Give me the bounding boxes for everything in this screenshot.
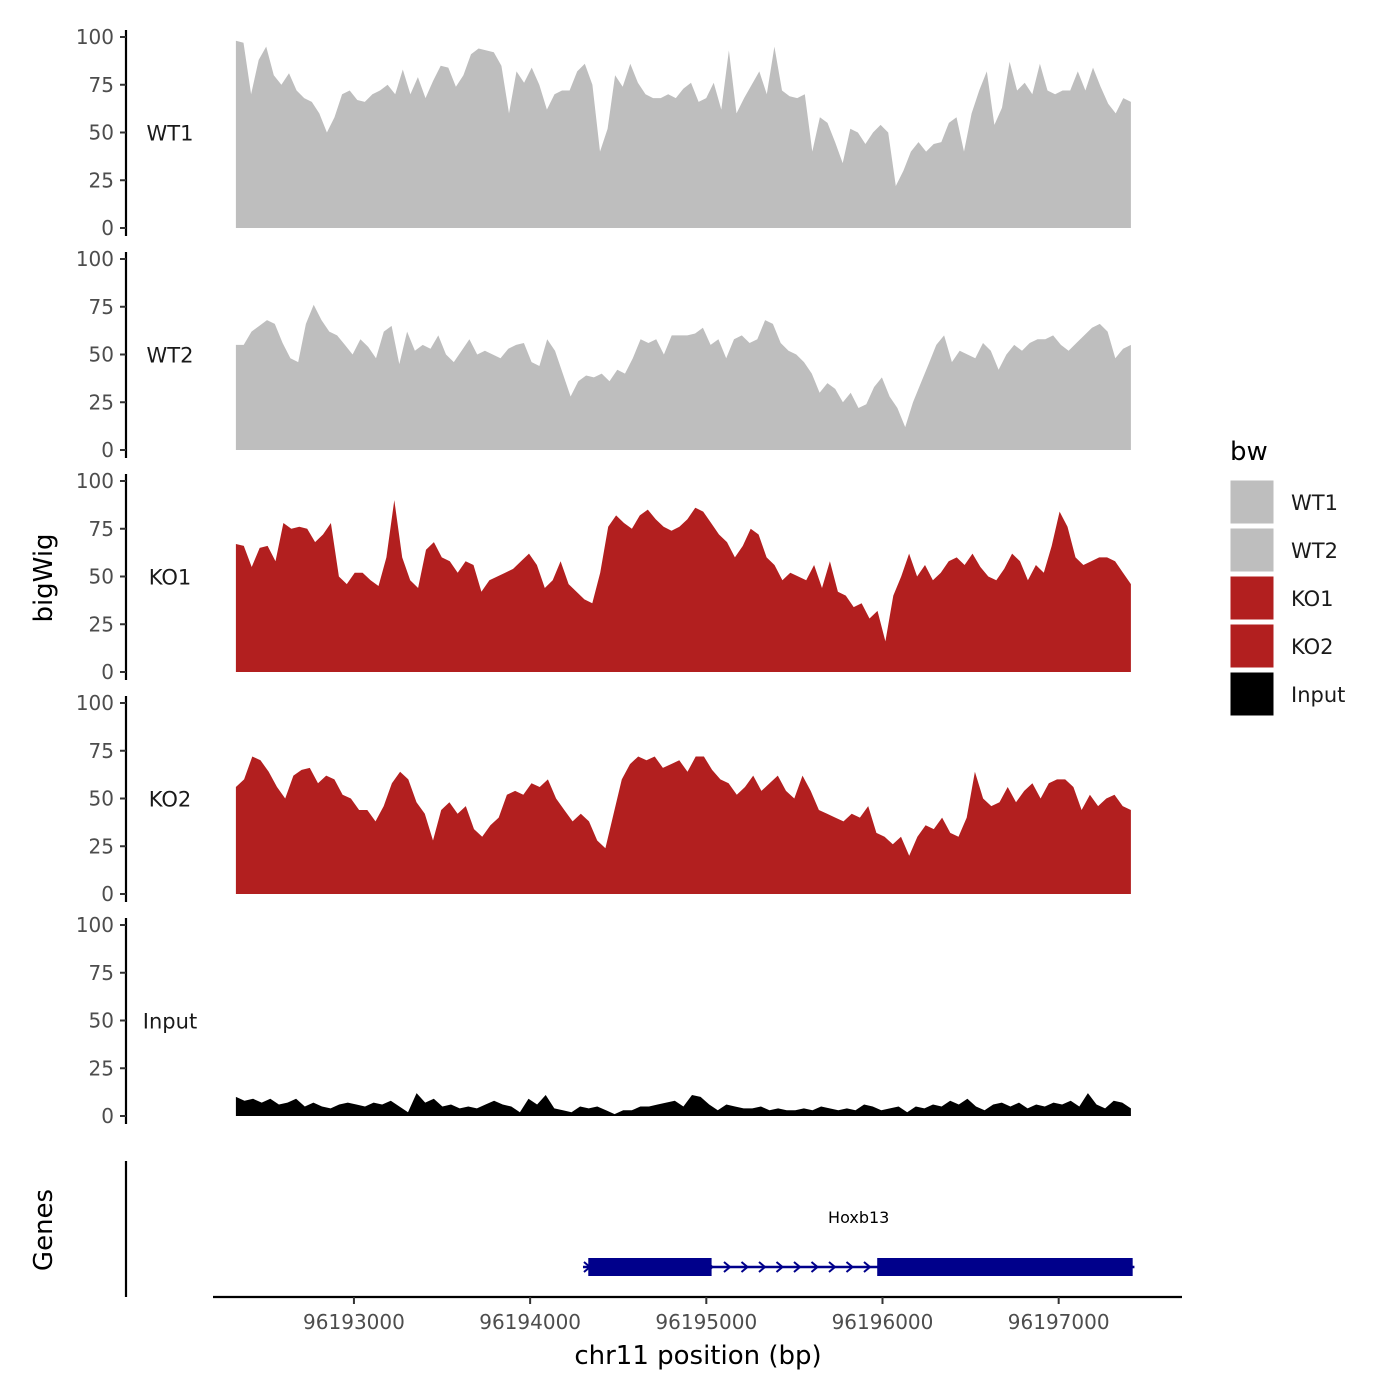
genes-panel: Hoxb13 <box>124 1161 1135 1297</box>
track-label: WT2 <box>147 344 194 368</box>
y-tick-label: 100 <box>76 469 114 493</box>
x-axis: 96193000 96194000 96195000 96196000 96197000 <box>213 1295 1182 1334</box>
y-tick-label: 100 <box>76 25 114 49</box>
y-tick-label: 100 <box>76 913 114 937</box>
strand-arrow <box>758 1261 767 1273</box>
gene-name-label: Hoxb13 <box>828 1208 889 1227</box>
gene-exon <box>588 1258 712 1276</box>
track-label: Input <box>143 1010 197 1034</box>
y-tick-label: 25 <box>89 1056 114 1080</box>
area-wt2 <box>235 304 1131 450</box>
y-tick-label: 0 <box>101 438 114 462</box>
legend-label-wt2: WT2 <box>1291 539 1338 563</box>
legend-label-input: Input <box>1291 683 1345 707</box>
y-tick-label: 0 <box>101 660 114 684</box>
gene-exon <box>877 1258 1133 1276</box>
strand-arrow <box>845 1261 855 1273</box>
track-input: 0 25 50 75 100 Input <box>76 913 1131 1128</box>
y-tick-label: 50 <box>89 343 114 367</box>
x-tick-label: 96197000 <box>1008 1310 1110 1334</box>
x-tick-label: 96193000 <box>303 1310 405 1334</box>
y-tick-label: 75 <box>89 73 114 97</box>
strand-arrow <box>863 1261 872 1273</box>
y-tick-label: 100 <box>76 691 114 715</box>
tracks-group: 0255075100WT10255075100WT20255075100KO10… <box>76 25 1131 1128</box>
y-axis-title: bigWig <box>29 533 59 622</box>
y-tick-label: 0 <box>101 216 114 240</box>
y-tick-label: 100 <box>76 247 114 271</box>
track-wt1: 0 25 50 75 100 WT1 <box>76 25 1131 240</box>
area-wt1 <box>235 40 1131 228</box>
area-input <box>235 1093 1131 1116</box>
legend-title: bw <box>1230 437 1268 467</box>
legend-swatch-ko1 <box>1229 575 1275 621</box>
legend-swatch-input <box>1229 671 1275 717</box>
strand-arrow <box>793 1261 802 1273</box>
y-tick-label: 25 <box>89 390 114 414</box>
area-ko2 <box>235 756 1131 894</box>
legend-swatch-ko2 <box>1229 623 1275 669</box>
track-ko1: 0 25 50 75 100 KO1 <box>76 469 1131 684</box>
strand-arrow <box>723 1261 732 1273</box>
track-ko2: 0 25 50 75 100 KO2 <box>76 691 1131 906</box>
y-tick-label: 75 <box>89 739 114 763</box>
track-label: WT1 <box>147 122 194 146</box>
legend-label-ko2: KO2 <box>1291 635 1334 659</box>
y-tick-label: 0 <box>101 1104 114 1128</box>
genes-axis-title: Genes <box>29 1189 59 1271</box>
x-axis-title: chr11 position (bp) <box>574 1341 821 1371</box>
y-tick-label: 50 <box>89 787 114 811</box>
legend-swatch-wt2 <box>1229 527 1275 573</box>
x-tick-label: 96195000 <box>655 1310 757 1334</box>
legend-label-ko1: KO1 <box>1291 587 1334 611</box>
y-tick-label: 75 <box>89 517 114 541</box>
legend-label-wt1: WT1 <box>1291 491 1338 515</box>
area-ko1 <box>235 500 1131 672</box>
strand-arrow <box>828 1261 837 1273</box>
y-tick-label: 0 <box>101 882 114 906</box>
y-tick-label: 25 <box>89 834 114 858</box>
y-tick-label: 50 <box>89 121 114 145</box>
legend: bw WT1 WT2 KO1 KO2 Input <box>1229 437 1345 717</box>
y-tick-label: 75 <box>89 961 114 985</box>
y-tick-label: 25 <box>89 168 114 192</box>
gene-hoxb13: Hoxb13 <box>582 1208 1135 1276</box>
x-tick-label: 96194000 <box>479 1310 581 1334</box>
track-label: KO2 <box>149 788 192 812</box>
track-label: KO1 <box>149 566 192 590</box>
strand-arrow <box>810 1261 820 1273</box>
y-tick-label: 75 <box>89 295 114 319</box>
y-tick-label: 50 <box>89 1009 114 1033</box>
y-tick-label: 25 <box>89 612 114 636</box>
x-tick-label: 96196000 <box>832 1310 934 1334</box>
track-wt2: 0 25 50 75 100 WT2 <box>76 247 1131 462</box>
strand-arrow <box>775 1261 785 1273</box>
strand-arrow <box>740 1261 750 1273</box>
y-tick-label: 50 <box>89 565 114 589</box>
legend-swatch-wt1 <box>1229 479 1275 525</box>
